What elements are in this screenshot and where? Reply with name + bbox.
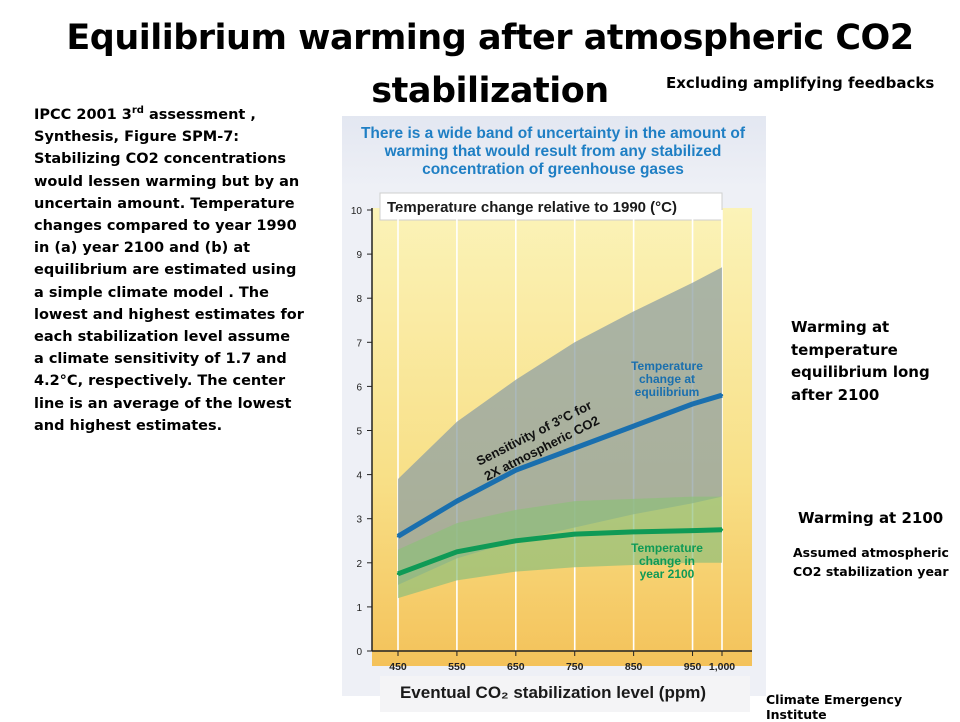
data-point-0-3 (573, 446, 576, 450)
x-tick-label-1: 550 (448, 661, 466, 673)
y-tick-label-5: 5 (356, 427, 362, 438)
chart-title: Temperature change relative to 1990 (°C) (387, 199, 677, 216)
year2100-label: Temperature change in year 2100 (631, 541, 703, 581)
data-point-1-2 (514, 539, 518, 542)
y-tick-label-0: 0 (356, 647, 362, 658)
lines (396, 392, 724, 577)
x-tick-label-0: 450 (389, 661, 407, 673)
data-point-0-2 (514, 468, 518, 472)
credit: Climate Emergency Institute (766, 692, 903, 722)
data-point-1-1 (455, 550, 459, 553)
note-stabilization-year: Assumed atmospheric CO2 stabilization ye… (793, 545, 949, 579)
y-tick-label-8: 8 (356, 294, 362, 305)
data-point-0-6 (720, 394, 724, 397)
data-point-1-5 (691, 529, 694, 532)
feedback-note: Excluding amplifying feedbacks (666, 74, 935, 92)
x-tick-label-5: 950 (684, 661, 702, 673)
x-tick-label-4: 850 (625, 661, 643, 673)
uncertainty-band-1 (398, 496, 722, 599)
y-tick-label-9: 9 (356, 250, 362, 261)
axes: 0 1 2 3 4 5 6 7 8 9 10 450 550 650 750 850 950 1,000 (351, 206, 752, 673)
equilibrium-label: Temperature change at equilibrium (631, 359, 703, 399)
data-point-0-1 (455, 499, 459, 503)
bands (398, 267, 722, 599)
note-2100: Warming at 2100 (798, 509, 944, 527)
data-point-1-4 (632, 530, 635, 534)
data-point-1-3 (573, 532, 576, 536)
y-tick-label-6: 6 (356, 382, 362, 393)
slide-title-line1: Equilibrium warming after atmospheric CO… (66, 18, 914, 58)
data-point-0-5 (691, 402, 694, 406)
xlabel-panel (380, 676, 750, 712)
figure-header-panel (342, 116, 766, 188)
data-point-1-0 (396, 572, 400, 576)
description-lead: IPCC 2001 3 (34, 107, 132, 123)
y-tick-label-3: 3 (356, 515, 362, 526)
slide-title: Equilibrium warming after atmospheric CO… (0, 12, 960, 118)
x-axis-label: Eventual CO₂ stabilization level (ppm) (400, 683, 706, 702)
y-tick-label-10: 10 (351, 206, 363, 217)
y-tick-label-1: 1 (356, 603, 362, 614)
data-point-0-0 (396, 535, 400, 538)
description-rest: assessment , Synthesis, Figure SPM-7: St… (34, 107, 304, 434)
x-tick-label-2: 650 (507, 661, 525, 673)
note-equilibrium: Warming at temperature equilibrium long … (791, 318, 930, 404)
figure-description: IPCC 2001 3rd assessment , Synthesis, Fi… (34, 104, 304, 437)
figure-header: There is a wide band of uncertainty in t… (361, 125, 746, 178)
chart-title-box (379, 192, 723, 221)
y-tick-label-4: 4 (356, 471, 362, 482)
data-point-0-4 (632, 424, 635, 428)
y-tick-label-7: 7 (356, 338, 362, 349)
x-tick-label-3: 750 (566, 661, 584, 673)
slide-title-line2: stabilization (371, 71, 609, 111)
data-point-1-6 (720, 528, 724, 531)
description-sup: rd (131, 105, 144, 117)
x-tick-label-6: 1,000 (709, 661, 735, 673)
y-tick-label-2: 2 (356, 559, 362, 570)
